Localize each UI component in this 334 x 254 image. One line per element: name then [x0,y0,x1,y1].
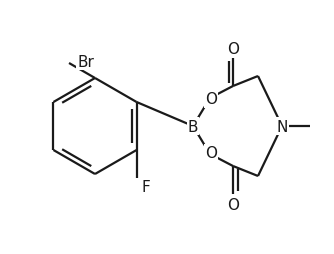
Text: O: O [227,197,239,212]
Text: O: O [205,92,217,107]
Text: O: O [205,146,217,161]
Text: O: O [227,41,239,56]
Text: Br: Br [77,54,94,69]
Text: F: F [142,179,150,194]
Text: N: N [276,119,288,134]
Text: B: B [188,119,198,134]
